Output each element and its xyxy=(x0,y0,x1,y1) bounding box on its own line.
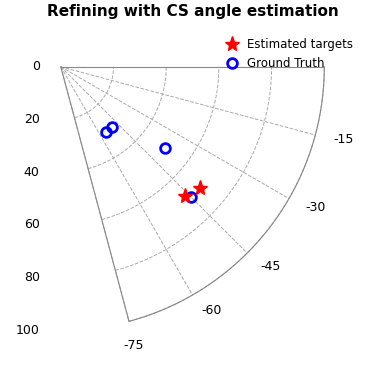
Text: 100: 100 xyxy=(16,324,40,337)
Text: 60: 60 xyxy=(24,218,40,232)
Text: 0: 0 xyxy=(32,60,40,73)
Text: 40: 40 xyxy=(24,166,40,179)
Text: -75: -75 xyxy=(124,339,144,352)
Legend: Estimated targets, Ground Truth: Estimated targets, Ground Truth xyxy=(215,33,358,74)
Text: 20: 20 xyxy=(24,113,40,126)
Text: -15: -15 xyxy=(333,133,353,146)
Text: -30: -30 xyxy=(305,201,325,214)
Title: Refining with CS angle estimation: Refining with CS angle estimation xyxy=(47,4,339,19)
Text: 80: 80 xyxy=(24,271,40,284)
Text: -45: -45 xyxy=(260,260,280,273)
Text: -60: -60 xyxy=(202,304,222,318)
